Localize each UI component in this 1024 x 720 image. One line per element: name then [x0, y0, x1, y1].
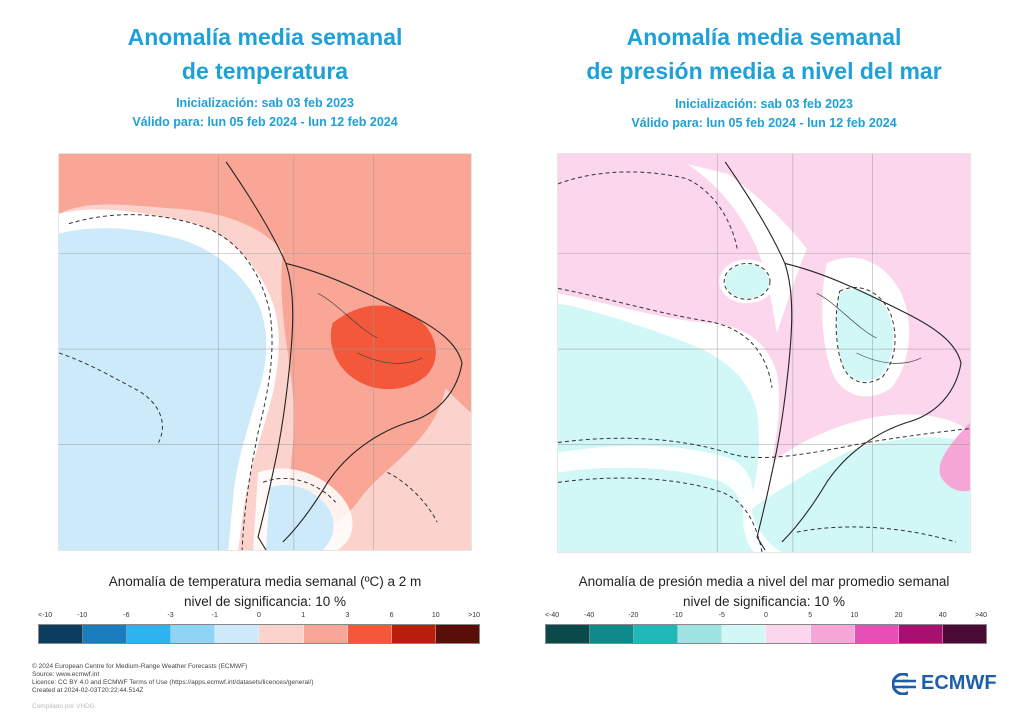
left-colorbar-segment: [303, 625, 348, 643]
right-colorbar-tick-label: 5: [808, 612, 813, 619]
compiled-by: Compilado por VHDG: [32, 703, 95, 710]
left-colorbar-segment: [259, 625, 304, 643]
right-colorbar-tick-label: -5: [718, 612, 725, 619]
temperature-anomaly-map: [58, 153, 472, 551]
left-caption: Anomalía de temperatura media semanal (º…: [58, 572, 472, 612]
right-colorbar-segment: [810, 625, 855, 643]
left-colorbar-tick-label: 1: [301, 612, 306, 619]
left-title-line2: de temperatura: [181, 58, 349, 84]
left-init-date: Inicialización: sab 03 feb 2023: [176, 96, 354, 110]
left-colorbar-tick-label: 3: [345, 612, 350, 619]
left-colorbar-segment: [391, 625, 436, 643]
ecmwf-logo-text: ECMWF: [921, 672, 997, 694]
ecmwf-logo: ECMWF: [892, 672, 997, 695]
right-colorbar-tick-label: 0: [764, 612, 768, 619]
right-title: Anomalía media semanal de presión media …: [556, 20, 972, 88]
right-colorbar-tick-label: <-40: [545, 612, 560, 619]
right-colorbar-segment: [898, 625, 943, 643]
pressure-anomaly-map: [557, 153, 971, 553]
left-colorbar-segment: [127, 625, 172, 643]
left-colorbar: [38, 624, 480, 644]
right-colorbar-segment: [678, 625, 723, 643]
left-colorbar-tick-label: -1: [211, 612, 218, 619]
footer-copyright: © 2024 European Centre for Medium-Range …: [32, 663, 248, 670]
right-colorbar: [545, 624, 987, 644]
left-colorbar-tick-label: 0: [257, 612, 261, 619]
right-title-line2: de presión media a nivel del mar: [586, 58, 942, 84]
footer-source: Source: www.ecmwf.int: [32, 671, 100, 678]
right-colorbar-segment: [942, 625, 986, 643]
left-colorbar-segment: [435, 625, 479, 643]
right-colorbar-tick-label: 40: [938, 612, 947, 619]
footer-licence: Licence: CC BY 4.0 and ECMWF Terms of Us…: [32, 679, 314, 686]
right-colorbar-segment: [722, 625, 767, 643]
left-colorbar-tick-label: -6: [123, 612, 130, 619]
right-colorbar-tick-label: -10: [672, 612, 683, 619]
right-subtitle: Inicialización: sab 03 feb 2023 Válido p…: [556, 95, 972, 133]
left-valid-range: Válido para: lun 05 feb 2024 - lun 12 fe…: [132, 115, 398, 129]
left-title-line1: Anomalía media semanal: [127, 24, 403, 50]
right-colorbar-tick-label: >40: [975, 612, 987, 619]
left-colorbar-segment: [83, 625, 128, 643]
right-caption: Anomalía de presión media a nivel del ma…: [556, 572, 972, 612]
right-caption-line2: nivel de significancia: 10 %: [682, 594, 846, 609]
footer-credits: © 2024 European Centre for Medium-Range …: [32, 663, 314, 695]
right-colorbar-tick-label: -40: [584, 612, 595, 619]
right-caption-line1: Anomalía de presión media a nivel del ma…: [578, 574, 950, 589]
left-colorbar-tick-label: >10: [468, 612, 480, 619]
right-title-line1: Anomalía media semanal: [626, 24, 902, 50]
left-colorbar-tick-label: 10: [431, 612, 440, 619]
left-colorbar-tick-label: -10: [77, 612, 88, 619]
left-colorbar-tick-label: -3: [167, 612, 174, 619]
right-valid-range: Válido para: lun 05 feb 2024 - lun 12 fe…: [631, 116, 897, 130]
left-caption-line1: Anomalía de temperatura media semanal (º…: [108, 574, 422, 589]
left-colorbar-segment: [39, 625, 84, 643]
left-colorbar-tick-label: 6: [389, 612, 394, 619]
right-colorbar-segment: [590, 625, 635, 643]
right-colorbar-segment: [634, 625, 679, 643]
footer-created: Created at 2024-02-03T20:22:44.514Z: [32, 687, 144, 694]
left-colorbar-segment: [347, 625, 392, 643]
right-colorbar-tick-label: 20: [894, 612, 903, 619]
right-colorbar-tick-label: 10: [850, 612, 859, 619]
right-colorbar-ticks: <-40 -40 -20 -10 -5 0 5 10 20 40 >40: [545, 612, 987, 624]
left-colorbar-tick-label: <-10: [38, 612, 53, 619]
right-colorbar-segment: [766, 625, 811, 643]
right-colorbar-tick-label: -20: [628, 612, 639, 619]
left-colorbar-ticks: <-10 -10 -6 -3 -1 0 1 3 6 10 >10: [38, 612, 480, 624]
right-colorbar-segment: [854, 625, 899, 643]
right-colorbar-segment: [546, 625, 591, 643]
left-title: Anomalía media semanal de temperatura: [58, 20, 472, 88]
right-init-date: Inicialización: sab 03 feb 2023: [675, 97, 853, 111]
ecmwf-logo-icon: [892, 672, 918, 695]
left-subtitle: Inicialización: sab 03 feb 2023 Válido p…: [58, 94, 472, 132]
left-caption-line2: nivel de significancia: 10 %: [183, 594, 347, 609]
left-colorbar-segment: [215, 625, 260, 643]
left-colorbar-segment: [171, 625, 216, 643]
